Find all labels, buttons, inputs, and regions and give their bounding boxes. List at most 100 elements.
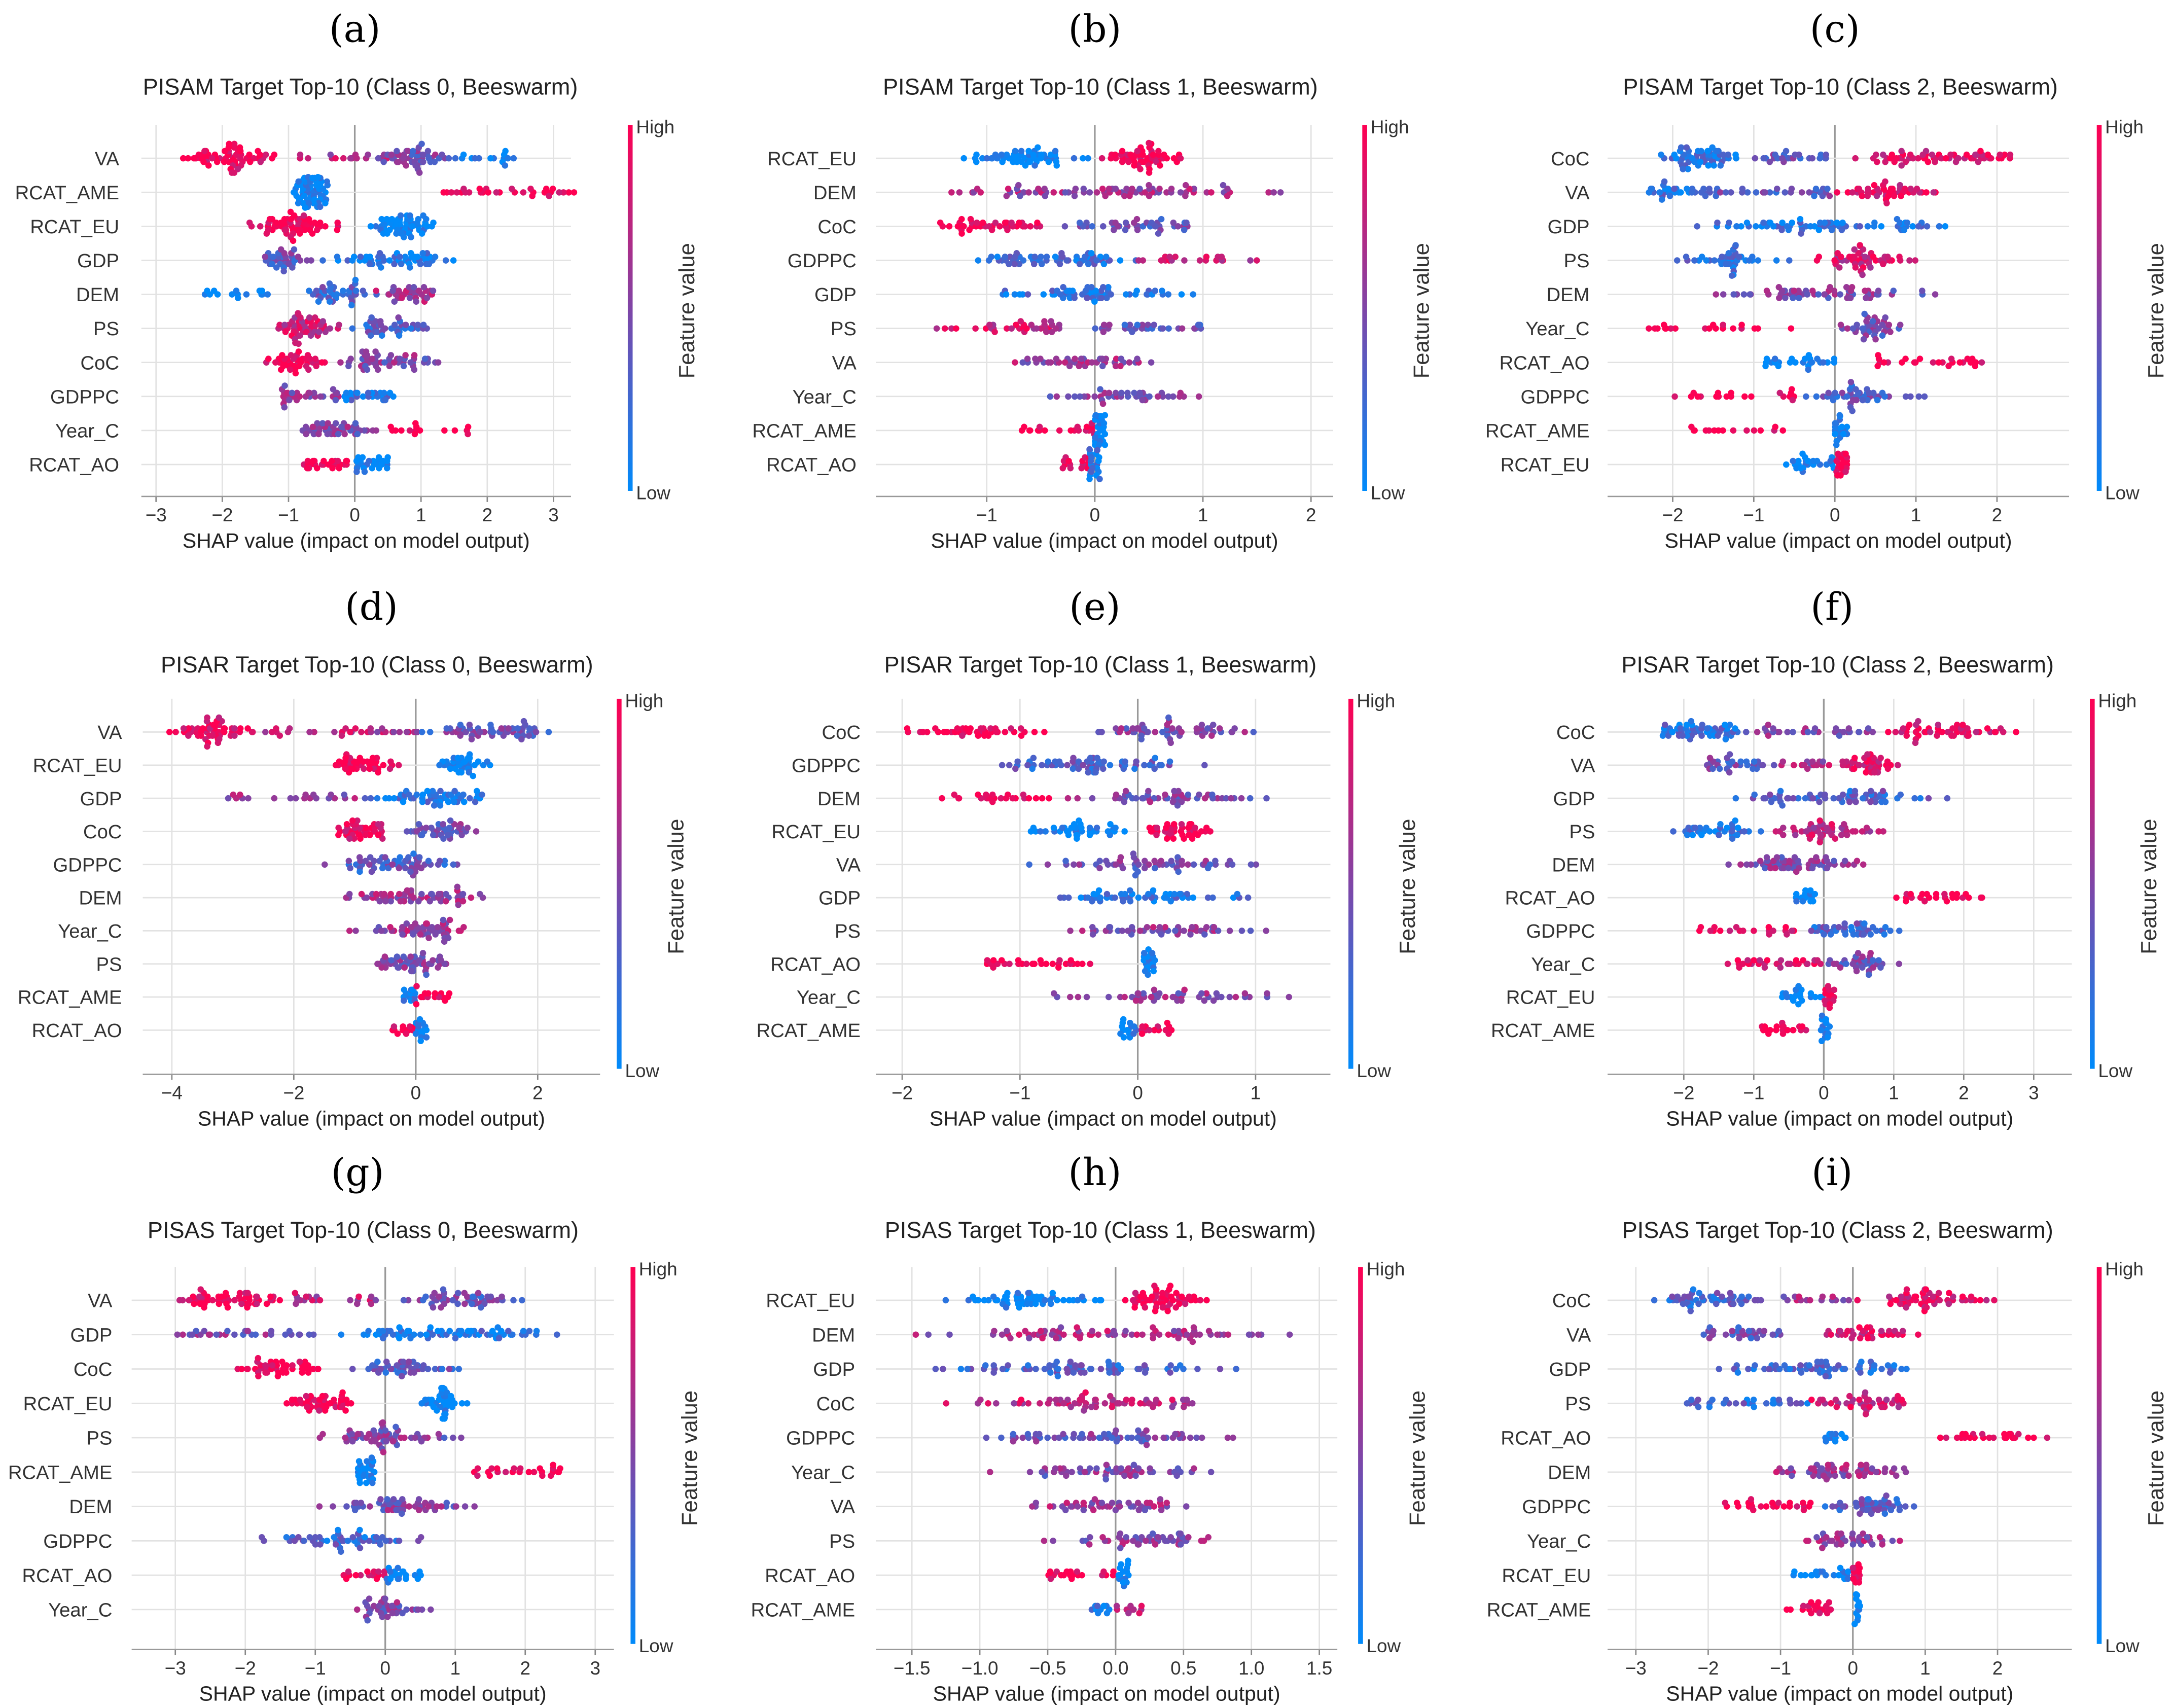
shap-point xyxy=(1127,151,1134,158)
shap-point xyxy=(320,457,327,465)
shap-point xyxy=(1078,825,1085,831)
shap-point xyxy=(443,1389,450,1396)
feature-label: GDPPC xyxy=(50,386,119,408)
shap-point xyxy=(1004,325,1010,332)
shap-point xyxy=(442,257,449,264)
shap-point xyxy=(1139,1023,1146,1030)
shap-point xyxy=(380,457,386,465)
shap-point xyxy=(376,898,383,905)
shap-point xyxy=(1121,891,1128,898)
shap-point xyxy=(1190,894,1196,901)
shap-point xyxy=(1038,151,1045,158)
shap-point xyxy=(1848,924,1855,931)
shap-point xyxy=(1733,223,1740,230)
shap-point xyxy=(1135,894,1142,901)
colorbar-low-label: Low xyxy=(636,482,670,503)
shap-point xyxy=(1813,854,1820,861)
shap-point xyxy=(263,230,270,237)
shap-point xyxy=(1041,427,1048,434)
shap-point xyxy=(1878,223,1885,230)
shap-point xyxy=(1860,861,1867,868)
shap-point xyxy=(1150,887,1157,894)
shap-point xyxy=(399,924,406,931)
shap-point xyxy=(376,250,383,257)
shap-point xyxy=(1795,795,1802,802)
shap-point xyxy=(1181,227,1188,233)
shap-point xyxy=(270,254,276,260)
shap-point xyxy=(1022,162,1029,169)
shap-point xyxy=(1198,722,1205,728)
shap-point xyxy=(1067,957,1074,964)
shap-point xyxy=(334,227,341,233)
shap-point xyxy=(418,230,425,237)
shap-point xyxy=(1802,795,1809,802)
shap-point xyxy=(313,227,320,233)
shap-point xyxy=(395,964,402,971)
shap-point xyxy=(384,230,390,237)
shap-point xyxy=(1810,898,1816,905)
shap-point xyxy=(231,732,238,739)
shap-point xyxy=(434,1407,440,1414)
shap-point xyxy=(1669,729,1676,735)
shap-point xyxy=(386,363,393,370)
shap-point xyxy=(291,189,297,196)
shap-point xyxy=(460,791,467,798)
shap-point xyxy=(1939,729,1946,735)
shap-point xyxy=(221,158,228,165)
feature-label: VA xyxy=(836,854,861,876)
shap-point xyxy=(1705,162,1712,169)
shap-point xyxy=(998,957,1005,964)
shap-point xyxy=(1177,189,1184,196)
shap-point xyxy=(346,928,353,934)
shap-point xyxy=(391,322,398,328)
shap-point xyxy=(1065,894,1072,901)
shap-point xyxy=(186,1297,193,1304)
shap-point xyxy=(1277,189,1284,196)
shap-point xyxy=(367,854,374,861)
shap-point xyxy=(303,329,310,335)
shap-point xyxy=(1978,359,1985,366)
shap-point xyxy=(438,1304,444,1311)
shap-point xyxy=(1960,722,1966,728)
shap-point xyxy=(1776,389,1783,397)
shap-point xyxy=(1762,795,1769,802)
shap-point xyxy=(511,1465,517,1472)
shap-point xyxy=(350,765,357,772)
shap-point xyxy=(1788,185,1795,192)
shap-point xyxy=(327,325,333,332)
shap-point xyxy=(425,858,432,864)
shap-point xyxy=(246,151,253,158)
shap-point xyxy=(1884,765,1892,772)
shap-point xyxy=(1877,755,1884,761)
shap-point xyxy=(446,1328,453,1334)
shap-point xyxy=(1075,758,1082,765)
shap-point xyxy=(440,835,447,842)
shap-point xyxy=(1847,295,1854,301)
shap-point xyxy=(407,359,414,366)
shap-point xyxy=(440,1286,447,1293)
shap-point xyxy=(1808,928,1815,934)
shap-point xyxy=(1117,363,1124,370)
shap-point xyxy=(361,469,368,475)
shap-point xyxy=(489,729,496,735)
shap-point xyxy=(1732,817,1738,824)
shap-point xyxy=(413,791,420,798)
shap-point xyxy=(1043,960,1050,967)
shap-point xyxy=(1832,431,1838,438)
shap-point xyxy=(1862,288,1868,294)
shap-point xyxy=(391,261,398,267)
shap-point xyxy=(1181,986,1188,993)
x-tick-label: 2 xyxy=(482,505,493,525)
shap-point xyxy=(374,795,381,802)
shap-point xyxy=(345,858,352,864)
shap-point xyxy=(374,366,381,373)
shap-point xyxy=(273,264,280,271)
shap-point xyxy=(1151,986,1158,993)
shap-point xyxy=(237,725,244,732)
shap-point xyxy=(1788,355,1795,362)
shap-point xyxy=(305,1369,312,1376)
shap-point xyxy=(1821,931,1827,938)
shap-point xyxy=(291,246,298,253)
shap-point xyxy=(1152,288,1159,294)
shap-point xyxy=(1911,359,1918,366)
